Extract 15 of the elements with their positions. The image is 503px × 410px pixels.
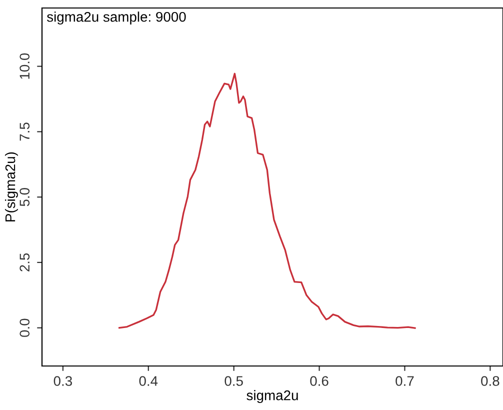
x-tick-label: 0.5	[224, 376, 243, 386]
x-tick-label: 0.3	[54, 376, 72, 386]
line-series	[118, 72, 416, 329]
y-tick-label: 7.5	[20, 122, 30, 141]
y-tick-label: 10.0	[20, 53, 30, 79]
y-axis-title: P(sigma2u)	[4, 152, 18, 222]
x-tick-label: 0.4	[139, 376, 158, 386]
x-axis-title: sigma2u	[246, 390, 298, 404]
x-tick-label: 0.8	[481, 376, 500, 386]
annotation: sigma2u sample: 9000	[46, 12, 186, 25]
x-tick-label: 0.6	[310, 376, 328, 386]
y-tick-label: 5.0	[20, 188, 30, 206]
x-tick-label: 0.7	[396, 376, 414, 386]
y-tick-label: 0.0	[20, 318, 30, 337]
y-tick-label: 2.5	[20, 253, 30, 272]
